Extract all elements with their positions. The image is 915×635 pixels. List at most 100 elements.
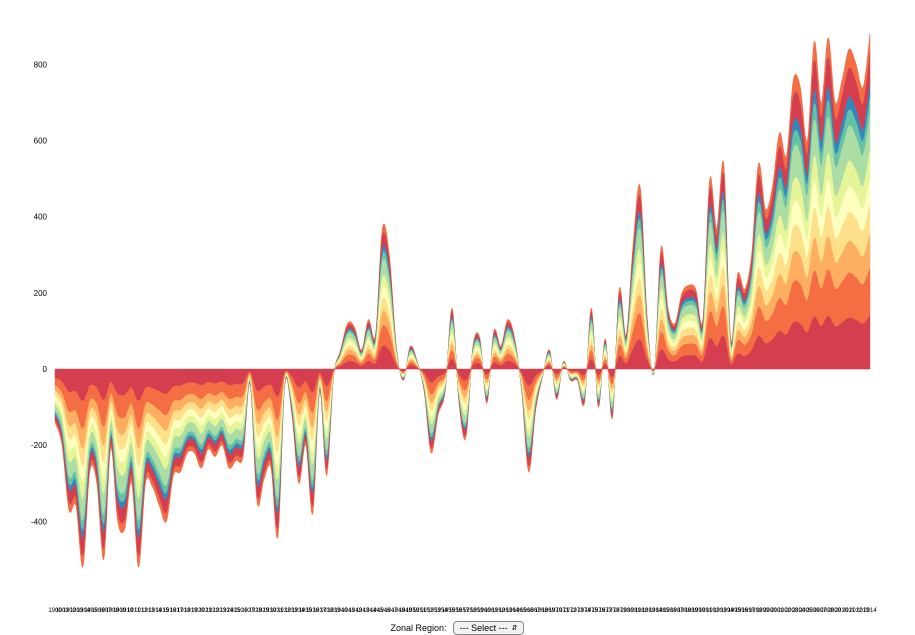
x-tick-label: 2002: [778, 608, 792, 614]
x-tick-label: 1945: [370, 608, 384, 614]
x-tick-label: 1959: [470, 608, 484, 614]
x-tick-label: 1993: [713, 608, 727, 614]
area-band-1: [54, 314, 871, 401]
x-tick-label: 1913: [141, 608, 155, 614]
x-tick-label: 2003: [785, 608, 799, 614]
x-tick-label: 1921: [198, 608, 212, 614]
x-tick-label: 1967: [527, 608, 541, 614]
x-tick-label: 1984: [649, 608, 663, 614]
y-tick-label: 0: [43, 365, 48, 374]
x-tick-label: 2014: [863, 608, 877, 614]
x-tick-label: 1905: [84, 608, 98, 614]
x-tick-label: 1970: [549, 608, 563, 614]
x-tick-label: 1938: [320, 608, 334, 614]
x-tick-label: 2001: [770, 608, 784, 614]
x-tick-label: 1965: [513, 608, 527, 614]
x-tick-label: 1931: [270, 608, 284, 614]
x-tick-label: 1926: [234, 608, 248, 614]
x-tick-label: 2011: [842, 608, 856, 614]
x-tick-label: 1906: [91, 608, 105, 614]
x-tick-label: 1924: [220, 608, 234, 614]
x-tick-label: 2013: [856, 608, 870, 614]
x-tick-label: 1939: [327, 608, 341, 614]
x-tick-label: 1946: [377, 608, 391, 614]
y-tick-label: 400: [34, 213, 48, 222]
x-tick-label: 1994: [720, 608, 734, 614]
zonal-region-select[interactable]: --- Select --- ⇵: [452, 621, 525, 635]
select-arrows-icon: ⇵: [511, 624, 518, 632]
x-tick-label: 1936: [306, 608, 320, 614]
x-tick-label: 1927: [241, 608, 255, 614]
x-tick-label: 1989: [685, 608, 699, 614]
x-tick-label: 1932: [277, 608, 291, 614]
x-tick-label: 1948: [391, 608, 405, 614]
x-tick-label: 1909: [113, 608, 127, 614]
x-tick-label: 1988: [677, 608, 691, 614]
x-tick-label: 1954: [434, 608, 448, 614]
x-tick-label: 1923: [213, 608, 227, 614]
x-tick-label: 1966: [520, 608, 534, 614]
x-tick-label: 1911: [127, 608, 141, 614]
x-axis: 1900190119021903190419051906190719081909…: [48, 608, 877, 614]
controls-bar: Zonal Region: --- Select --- ⇵: [0, 621, 915, 635]
x-tick-label: 2005: [799, 608, 813, 614]
x-tick-label: 1930: [263, 608, 277, 614]
x-tick-label: 1950: [406, 608, 420, 614]
x-tick-label: 1922: [206, 608, 220, 614]
x-tick-label: 1985: [656, 608, 670, 614]
x-tick-label: 1973: [570, 608, 584, 614]
x-tick-label: 1916: [163, 608, 177, 614]
x-tick-label: 1951: [413, 608, 427, 614]
x-tick-label: 1934: [291, 608, 305, 614]
x-tick-label: 1980: [620, 608, 634, 614]
x-tick-label: 1917: [170, 608, 184, 614]
x-tick-label: 1935: [299, 608, 313, 614]
x-tick-label: 1915: [156, 608, 170, 614]
x-tick-label: 1900: [48, 608, 62, 614]
x-tick-label: 1990: [692, 608, 706, 614]
x-tick-label: 2007: [813, 608, 827, 614]
x-tick-label: 1958: [463, 608, 477, 614]
x-tick-label: 1918: [177, 608, 191, 614]
x-tick-label: 1995: [727, 608, 741, 614]
x-tick-label: 1971: [556, 608, 570, 614]
x-tick-label: 1925: [227, 608, 241, 614]
x-tick-label: 1957: [456, 608, 470, 614]
x-tick-label: 1941: [341, 608, 355, 614]
x-tick-label: 1903: [70, 608, 84, 614]
x-tick-label: 1929: [256, 608, 270, 614]
x-tick-label: 1992: [706, 608, 720, 614]
x-tick-label: 1914: [148, 608, 162, 614]
x-tick-label: 1956: [449, 608, 463, 614]
x-tick-label: 1997: [742, 608, 756, 614]
x-tick-label: 1979: [613, 608, 627, 614]
y-tick-label: 800: [34, 60, 48, 69]
x-tick-label: 2006: [806, 608, 820, 614]
y-tick-label: 200: [34, 289, 48, 298]
x-tick-label: 1972: [563, 608, 577, 614]
x-tick-label: 2000: [763, 608, 777, 614]
x-tick-label: 1963: [499, 608, 513, 614]
x-tick-label: 1977: [599, 608, 613, 614]
zonal-region-select-value: --- Select ---: [459, 623, 508, 633]
y-tick-label: -400: [31, 517, 48, 526]
x-tick-label: 1982: [635, 608, 649, 614]
x-tick-label: 1919: [184, 608, 198, 614]
stacked-areas: [54, 33, 871, 568]
x-tick-label: 1907: [98, 608, 112, 614]
y-tick-label: 600: [34, 136, 48, 145]
x-tick-label: 1947: [384, 608, 398, 614]
x-tick-label: 1964: [506, 608, 520, 614]
x-tick-label: 2004: [792, 608, 806, 614]
x-tick-label: 1904: [77, 608, 91, 614]
x-tick-label: 2012: [849, 608, 863, 614]
x-tick-label: 1910: [120, 608, 134, 614]
x-tick-label: 1968: [534, 608, 548, 614]
x-tick-label: 1937: [313, 608, 327, 614]
x-tick-label: 1901: [55, 608, 69, 614]
y-axis: -400 -200 0 200 400 600 800: [31, 60, 48, 526]
x-tick-label: 1975: [585, 608, 599, 614]
x-tick-label: 1940: [334, 608, 348, 614]
x-tick-label: 1908: [106, 608, 120, 614]
